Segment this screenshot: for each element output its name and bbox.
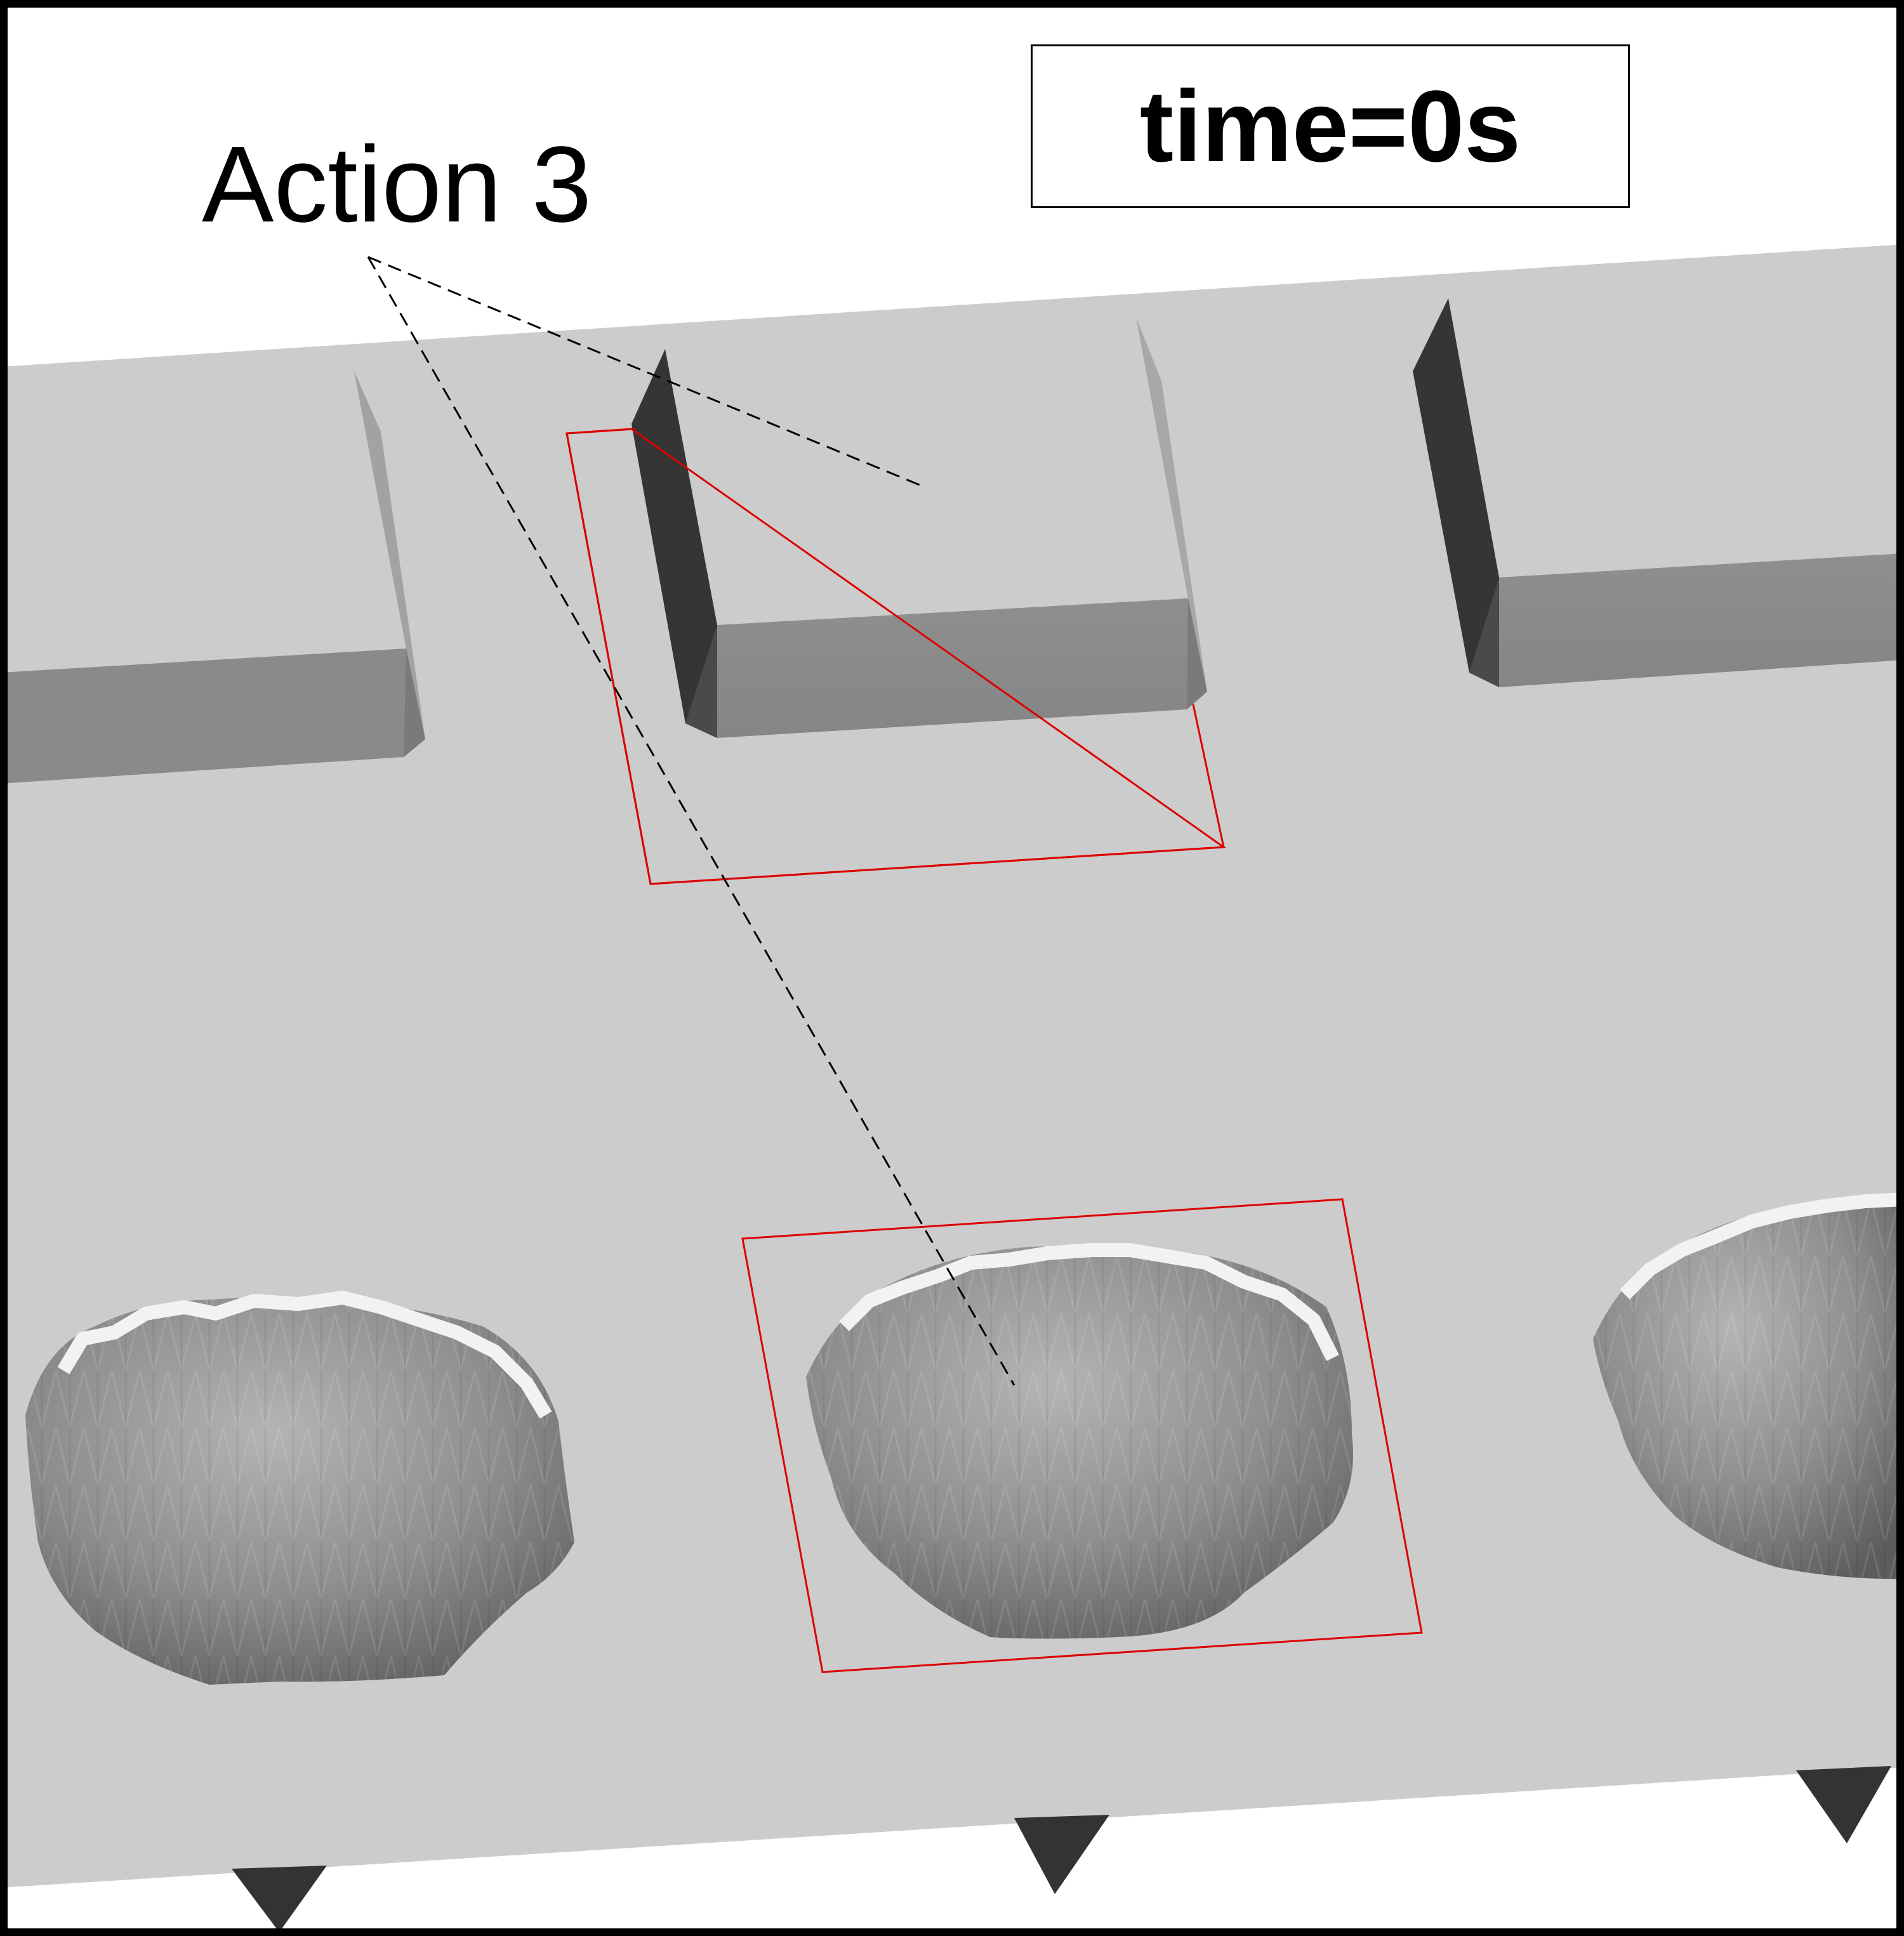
time-unit: s	[1464, 69, 1521, 183]
raised-block-left	[0, 371, 425, 784]
raised-block-center	[631, 317, 1207, 738]
raised-block-right	[1413, 298, 1904, 687]
highlight-box-dimple	[741, 1198, 1423, 1673]
action-annotation-label: Action 3	[202, 124, 592, 245]
time-value: 0	[1408, 69, 1465, 183]
spike-left	[232, 1866, 327, 1932]
highlight-box-block-bottom-edge	[650, 846, 1224, 885]
dimple-right	[1593, 1192, 1904, 1579]
highlight-box-block-right-edge	[1192, 704, 1225, 848]
time-readout: time = 0 s	[1031, 44, 1630, 208]
highlight-box-block-left-edge	[565, 433, 652, 885]
highlight-box-block-edge	[566, 428, 635, 435]
leader-line-dimple	[367, 256, 1015, 1386]
leader-line-block	[367, 256, 926, 489]
spike-right	[1796, 1766, 1891, 1843]
spike-center	[1014, 1815, 1109, 1894]
dimple-left	[25, 1291, 574, 1685]
time-label: time	[1139, 69, 1349, 183]
dimple-center	[806, 1243, 1353, 1639]
time-equals: =	[1348, 69, 1408, 183]
